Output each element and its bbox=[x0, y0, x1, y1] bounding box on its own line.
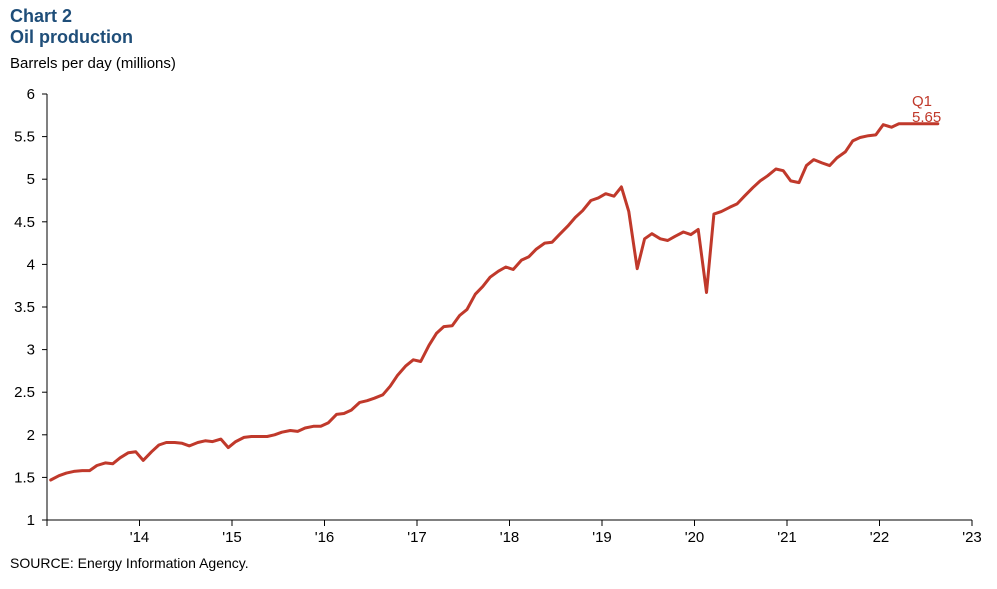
x-tick-label: '19 bbox=[592, 529, 612, 546]
x-tick-label: '17 bbox=[407, 529, 427, 546]
y-tick-label: 5 bbox=[27, 171, 35, 188]
y-tick-label: 4.5 bbox=[14, 214, 35, 231]
x-tick-label: '16 bbox=[315, 529, 335, 546]
x-tick-label: '18 bbox=[500, 529, 520, 546]
annotation-value: 5.65 bbox=[912, 109, 941, 126]
y-tick-label: 4 bbox=[27, 256, 35, 273]
chart-title: Oil production bbox=[10, 27, 133, 47]
y-tick-label: 3.5 bbox=[14, 299, 35, 316]
source-note: SOURCE: Energy Information Agency. bbox=[10, 555, 249, 571]
oil-production-line bbox=[49, 122, 940, 482]
y-tick-label: 2.5 bbox=[14, 384, 35, 401]
axes: 1 1.5 2 2.5 3 3.5 4 4.5 5 5.5 6 '14 '15 '16 '17 '18 '19 '… bbox=[14, 86, 982, 546]
y-tick-label: 5.5 bbox=[14, 129, 35, 146]
y-tick-label: 1.5 bbox=[14, 469, 35, 486]
x-tick-label: '20 bbox=[685, 529, 705, 546]
y-tick-label: 1 bbox=[27, 512, 35, 529]
x-tick-label: '15 bbox=[222, 529, 242, 546]
x-tick-label: '14 bbox=[130, 529, 150, 546]
annotation-label: Q1 bbox=[912, 93, 932, 110]
y-tick-label: 3 bbox=[27, 342, 35, 359]
y-tick-label: 2 bbox=[27, 427, 35, 444]
y-tick-label: 6 bbox=[27, 86, 35, 103]
series-group bbox=[49, 122, 940, 482]
x-tick-label: '23 bbox=[962, 529, 982, 546]
x-tick-label: '21 bbox=[777, 529, 797, 546]
y-axis-label: Barrels per day (millions) bbox=[10, 55, 176, 72]
x-tick-label: '22 bbox=[870, 529, 890, 546]
chart-label: Chart 2 bbox=[10, 6, 73, 26]
